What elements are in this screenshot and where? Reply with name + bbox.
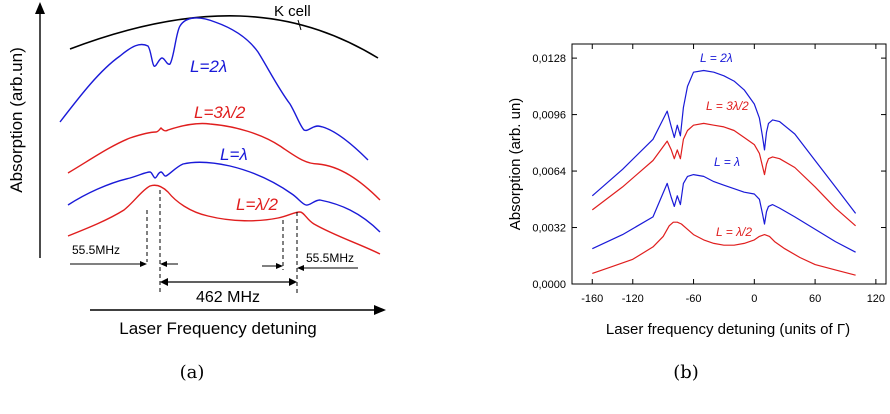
panel-b-label-lambda2: L = λ/2: [716, 225, 752, 239]
panel-a-right-spacing-label: 55.5MHz: [306, 251, 354, 265]
panel-a-curve-k-cell: [69, 15, 379, 59]
x-tick-label: 60: [809, 293, 821, 305]
y-tick-label: 0,0096: [532, 110, 566, 122]
x-tick-label: -120: [622, 293, 644, 305]
panel-a-x-axis-arrowhead: [374, 305, 386, 315]
panel-a-left-spacing-arrowhead: [160, 261, 167, 267]
panel-a-right-spacing-arrowhead: [297, 265, 304, 271]
series-line-0: [591, 69, 857, 214]
series-line-1: [591, 122, 856, 227]
series-line-3: [592, 221, 856, 276]
panel-a: Absorption (arb.un) Laser Frequency detu…: [7, 2, 386, 383]
panel-a-label-2lambda: L=2λ: [190, 57, 227, 76]
series-line-2: [592, 174, 856, 253]
panel-a-right-spacing-arrowhead: [276, 263, 283, 269]
y-tick-label: 0,0128: [532, 53, 566, 65]
panel-a-span-arrowhead: [160, 278, 168, 286]
y-tick-label: 0,0064: [532, 166, 566, 178]
panel-b-ylabel: Absorption (arb. un): [507, 98, 524, 231]
x-tick-label: 0: [751, 293, 757, 305]
panel-a-y-axis-arrowhead: [35, 2, 45, 14]
panel-a-left-spacing-label: 55.5MHz: [72, 243, 120, 257]
x-tick-label: -60: [686, 293, 702, 305]
panel-a-label-lambda: L=λ: [220, 145, 248, 164]
panel-b-label-lambda: L = λ: [714, 155, 740, 169]
panel-a-label-lambda2: L=λ/2: [236, 195, 278, 214]
panel-a-span-label: 462 MHz: [196, 289, 260, 306]
panel-a-left-spacing-arrowhead: [140, 261, 147, 267]
panel-b-plot-frame: [571, 43, 887, 285]
x-tick-label: -160: [581, 293, 603, 305]
panel-a-curve-lambda2: [67, 184, 381, 255]
panel-a-curve-lambda: [67, 161, 381, 233]
panel-b-xlabel: Laser frequency detuning (units of Γ): [606, 321, 850, 338]
y-tick-label: 0,0032: [532, 223, 566, 235]
panel-b-ticks: -160 -120 -60 0 60 120 0,0000 0,0032 0,0064 0,009…: [532, 44, 886, 305]
panel-a-label-3lambda2: L=3λ/2: [194, 103, 246, 122]
x-tick-label: 120: [867, 293, 885, 305]
panel-a-curve-2lambda: [59, 17, 369, 161]
panel-a-xlabel: Laser Frequency detuning: [119, 319, 317, 338]
panel-b-label-3lambda2: L = 3λ/2: [706, 99, 749, 113]
panel-a-caption: (a): [180, 362, 205, 383]
panel-a-span-arrowhead: [289, 278, 297, 286]
panel-a-k-cell-pointer: [297, 19, 302, 31]
panel-a-label-k-cell: K cell: [274, 3, 311, 20]
panel-b-caption: (b): [673, 362, 699, 383]
y-tick-label: 0,0000: [532, 279, 566, 291]
panel-b-curves: [591, 69, 857, 276]
panel-b: -160 -120 -60 0 60 120 0,0000 0,0032 0,0064 0,009…: [507, 43, 887, 383]
panel-a-ylabel: Absorption (arb.un): [7, 47, 26, 193]
panel-a-curve-3lambda2: [67, 122, 381, 201]
panel-b-label-2lambda: L = 2λ: [700, 51, 733, 65]
